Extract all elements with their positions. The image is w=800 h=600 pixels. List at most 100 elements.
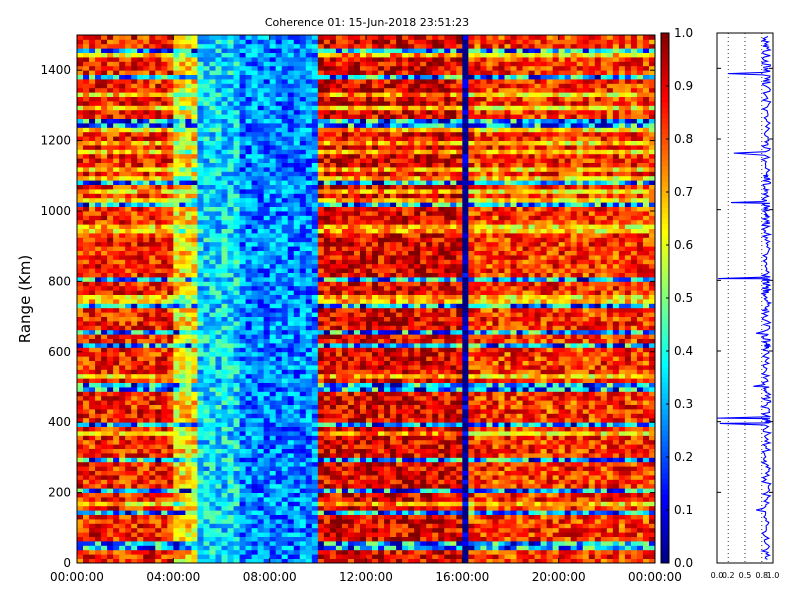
heatmap-cell [642,488,650,493]
heatmap-cell [480,475,487,480]
heatmap-cell [323,483,331,489]
heatmap-cell [107,395,114,401]
heatmap-cell [372,356,379,361]
heatmap-cell [125,382,132,388]
heatmap-cell [239,549,246,555]
heatmap-cell [281,409,289,414]
heatmap-cell [101,532,108,537]
heatmap-cell [215,532,222,537]
heatmap-cell [474,439,481,445]
heatmap-cell [77,391,84,397]
heatmap-cell [408,536,415,542]
heatmap-cell [630,457,638,463]
heatmap-cell [107,466,114,471]
heatmap-cell [618,356,626,361]
heatmap-cell [275,492,283,498]
heatmap-cell [498,382,505,388]
heatmap-cell [317,431,325,436]
heatmap-cell [359,475,367,480]
heatmap-cell [636,549,644,555]
heatmap-cell [582,338,590,344]
heatmap-cell [191,431,198,436]
heatmap-cell [648,378,656,383]
heatmap-cell [299,356,307,361]
heatmap-cell [185,360,192,366]
heatmap-cell [558,488,566,493]
heatmap-cell [450,404,457,410]
heatmap-cell [546,527,554,533]
heatmap-cell [149,439,156,445]
heatmap-cell [251,523,259,529]
heatmap-cell [179,387,186,392]
heatmap-cell [233,409,240,414]
heatmap-cell [221,435,228,441]
heatmap-cell [438,510,445,515]
heatmap-cell [143,497,150,502]
heatmap-cell [353,378,361,383]
heatmap-cell [414,356,421,361]
heatmap-cell [323,417,331,423]
heatmap-cell [353,541,361,546]
heatmap-cell [353,461,361,467]
heatmap-cell [552,501,560,507]
heatmap-cell [450,347,457,353]
heatmap-cell [131,466,138,471]
heatmap-cell [498,554,505,559]
heatmap-cell [468,417,475,423]
heatmap-cell [444,549,451,555]
heatmap-cell [239,510,246,515]
heatmap-cell [353,448,361,454]
heatmap-cell [341,492,349,498]
heatmap-cell [606,435,614,441]
heatmap-cell [474,334,481,339]
heatmap-cell [630,426,638,432]
heatmap-cell [384,395,391,401]
heatmap-cell [173,523,180,529]
heatmap-cell [215,453,222,458]
heatmap-cell [606,505,614,511]
heatmap-cell [143,448,150,454]
heatmap-cell [492,391,499,397]
heatmap-cell [77,488,84,493]
heatmap-cell [504,334,511,339]
heatmap-cell [161,483,168,489]
heatmap-cell [642,558,650,564]
heatmap-cell [558,453,566,458]
heatmap-cell [540,382,548,388]
heatmap-cell [420,365,427,370]
heatmap-cell [269,391,277,397]
heatmap-cell [305,373,313,379]
heatmap-cell [233,505,240,511]
heatmap-cell [323,479,331,485]
heatmap-cell [329,382,337,388]
heatmap-cell [438,461,445,467]
heatmap-cell [462,400,469,405]
heatmap-cell [492,404,499,410]
heatmap-cell [191,347,198,353]
heatmap-cell [426,492,433,498]
heatmap-cell [552,351,560,357]
heatmap-cell [311,365,319,370]
heatmap-cell [516,347,523,353]
heatmap-cell [408,541,415,546]
heatmap-cell [239,382,246,388]
heatmap-cell [432,514,439,520]
heatmap-cell [480,435,487,441]
heatmap-cell [534,373,541,379]
heatmap-cell [648,444,656,449]
heatmap-cell [414,444,421,449]
heatmap-cell [275,541,283,546]
heatmap-cell [594,448,602,454]
heatmap-cell [408,365,415,370]
heatmap-cell [570,558,578,564]
heatmap-cell [390,527,397,533]
heatmap-cell [624,549,632,555]
heatmap-cell [588,347,596,353]
heatmap-cell [558,435,566,441]
heatmap-cell [299,404,307,410]
heatmap-cell [438,413,445,419]
heatmap-cell [95,343,102,348]
heatmap-cell [444,391,451,397]
heatmap-cell [131,501,138,507]
heatmap-cell [618,435,626,441]
